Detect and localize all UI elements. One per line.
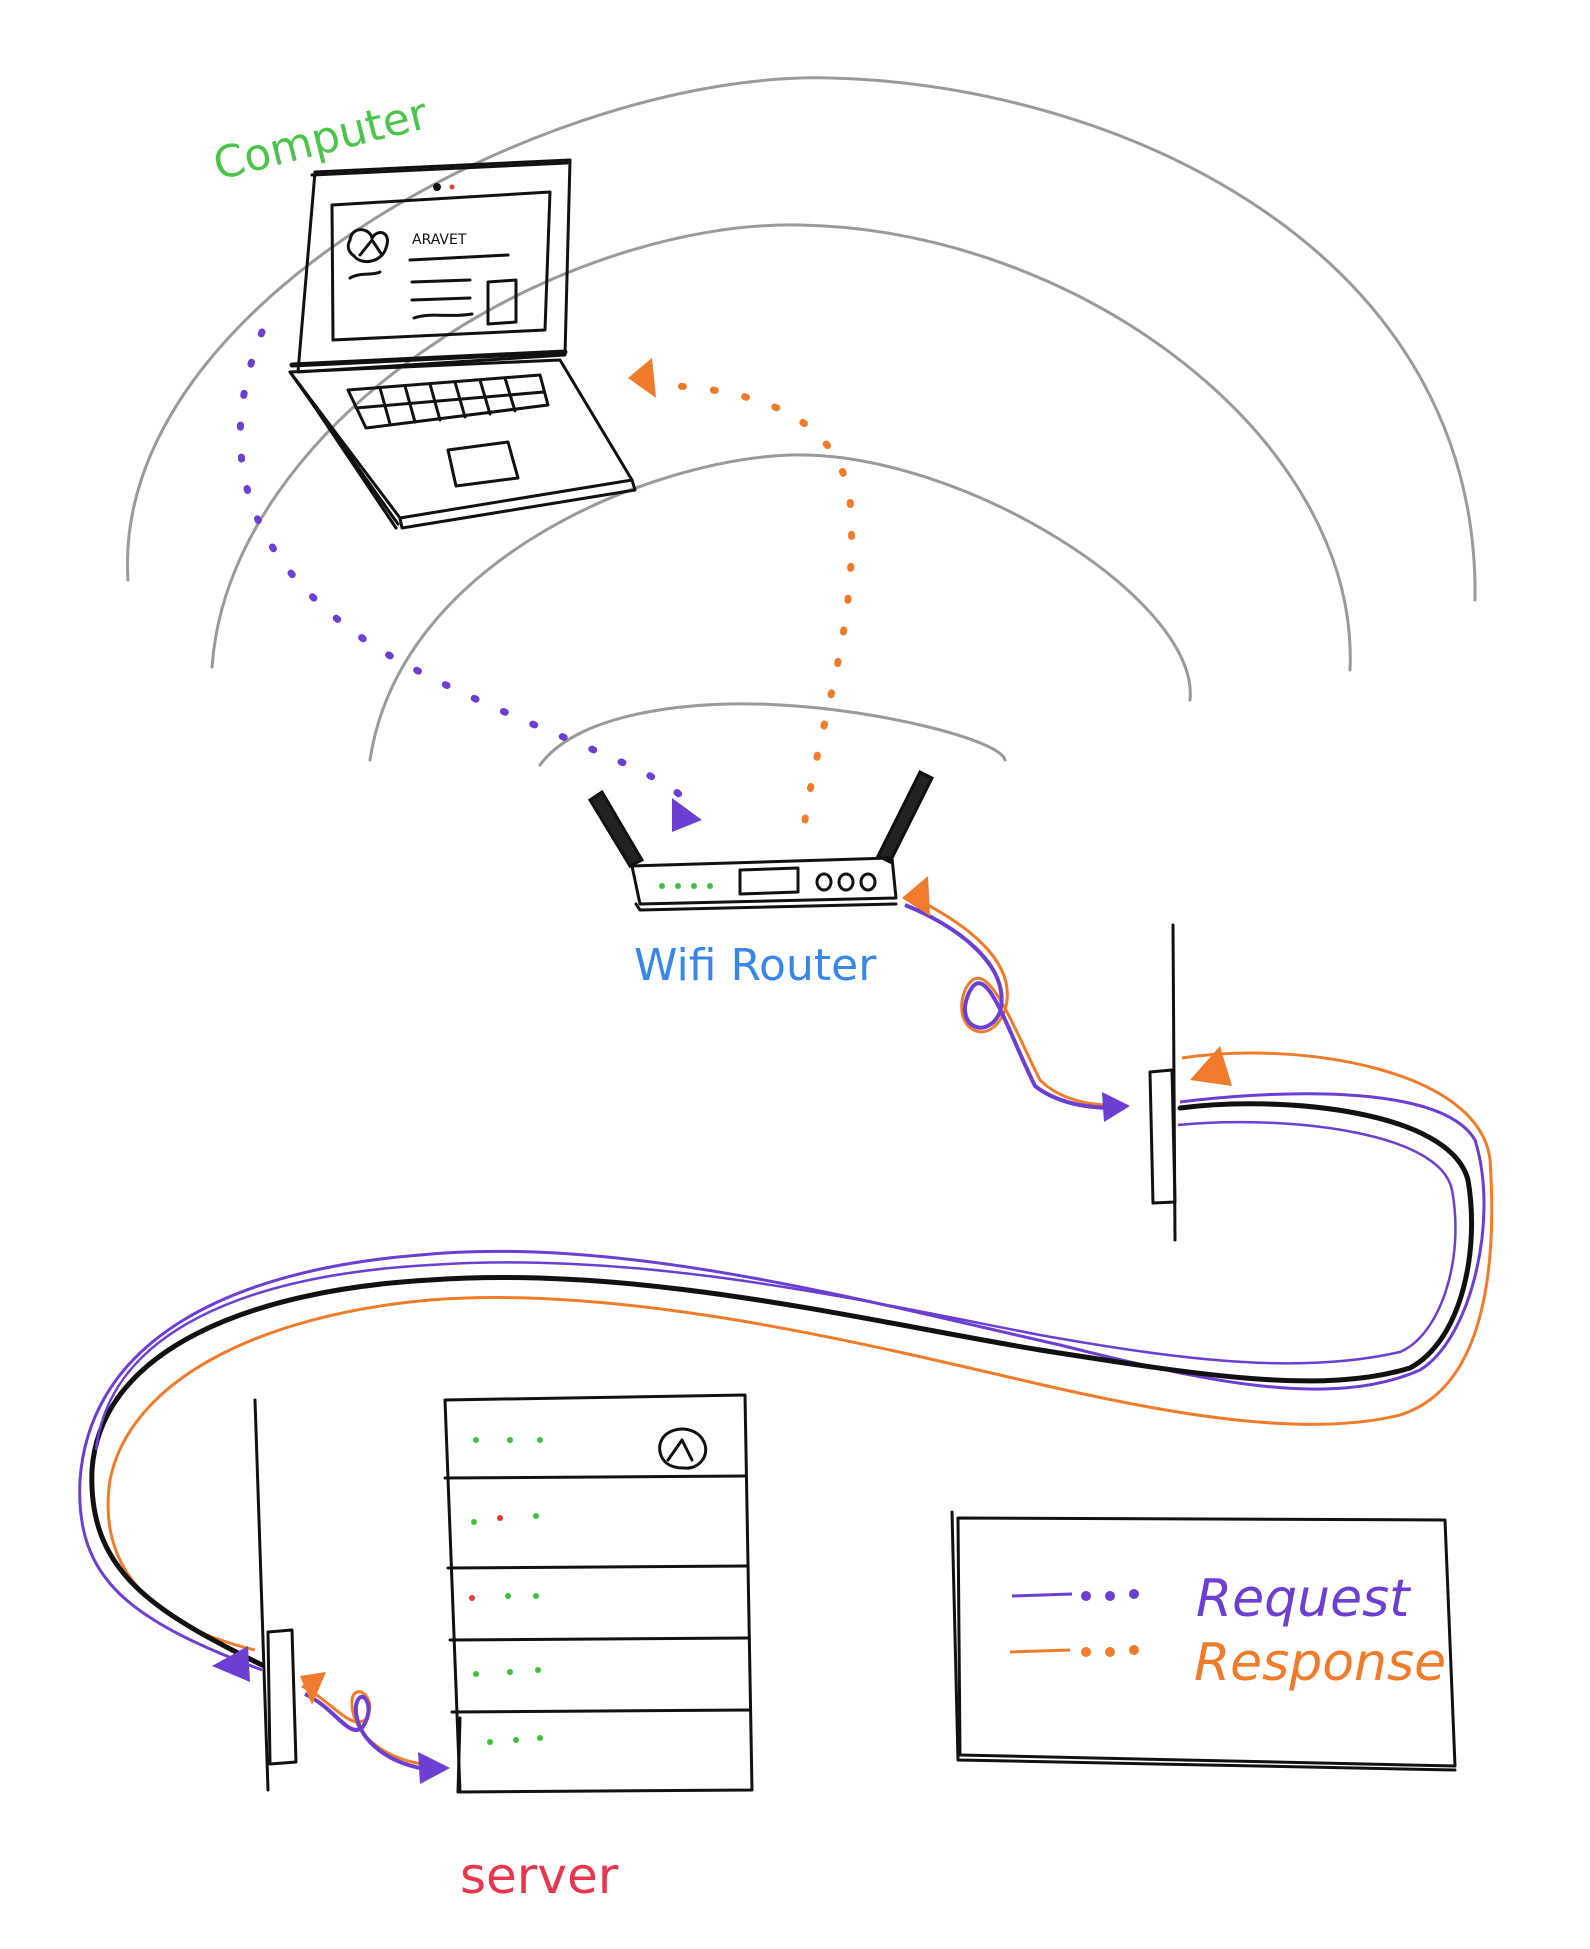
legend-request-label: Request	[1196, 1569, 1411, 1629]
response-wireless-path	[628, 358, 856, 824]
wall-to-server-cable	[300, 1672, 450, 1784]
long-cable	[78, 1046, 1494, 1682]
legend-item-request: Request	[1011, 1569, 1411, 1629]
screen-app-name: ARAVET	[412, 232, 467, 248]
response-arrowhead-laptop	[628, 358, 656, 398]
laptop-camera	[433, 183, 441, 191]
router-to-wall-cable	[902, 876, 1130, 1122]
request-wireless-path	[236, 328, 702, 832]
server-label: server	[460, 1847, 619, 1905]
response-arrowhead-left-jack	[300, 1672, 326, 1705]
wifi-signal-arcs	[126, 76, 1477, 767]
router-label: Wifi Router	[634, 940, 877, 991]
wall-jack-left	[266, 1628, 298, 1766]
wall-left	[253, 1398, 298, 1792]
server-logo-icon	[658, 1427, 708, 1470]
laptop-hinge	[289, 349, 568, 368]
wall-right	[1148, 923, 1177, 1242]
laptop-keyboard	[346, 373, 550, 430]
laptop: ARAVET	[288, 158, 637, 530]
request-arrowhead-left-wall	[212, 1646, 250, 1682]
legend: Request Response	[950, 1510, 1457, 1772]
router-display	[738, 866, 800, 896]
laptop-trackpad	[446, 440, 520, 488]
wifi-arc-4	[538, 702, 1007, 767]
wifi-arc-3	[368, 453, 1192, 762]
wall-jack-right	[1148, 1068, 1177, 1205]
router-body	[630, 856, 898, 906]
wifi-arc-2	[210, 223, 1352, 672]
legend-response-label: Response	[1194, 1633, 1446, 1693]
laptop-lid	[296, 158, 572, 374]
wifi-router	[587, 769, 935, 912]
laptop-screen	[330, 190, 552, 342]
request-arrowhead-router	[672, 798, 702, 832]
laptop-base	[288, 358, 634, 520]
router-leds	[659, 883, 713, 889]
server-rack	[443, 1393, 754, 1794]
app-logo-icon	[346, 228, 389, 264]
response-arrowhead-router	[902, 876, 930, 916]
server-leds	[469, 1437, 543, 1745]
response-arrowhead-wall	[1190, 1046, 1232, 1086]
legend-item-response: Response	[1009, 1633, 1446, 1693]
request-arrowhead-server	[418, 1752, 450, 1784]
request-arrowhead-wall	[1102, 1092, 1130, 1122]
wifi-arc-1	[126, 76, 1477, 602]
screen-sidebar-box	[486, 278, 518, 326]
